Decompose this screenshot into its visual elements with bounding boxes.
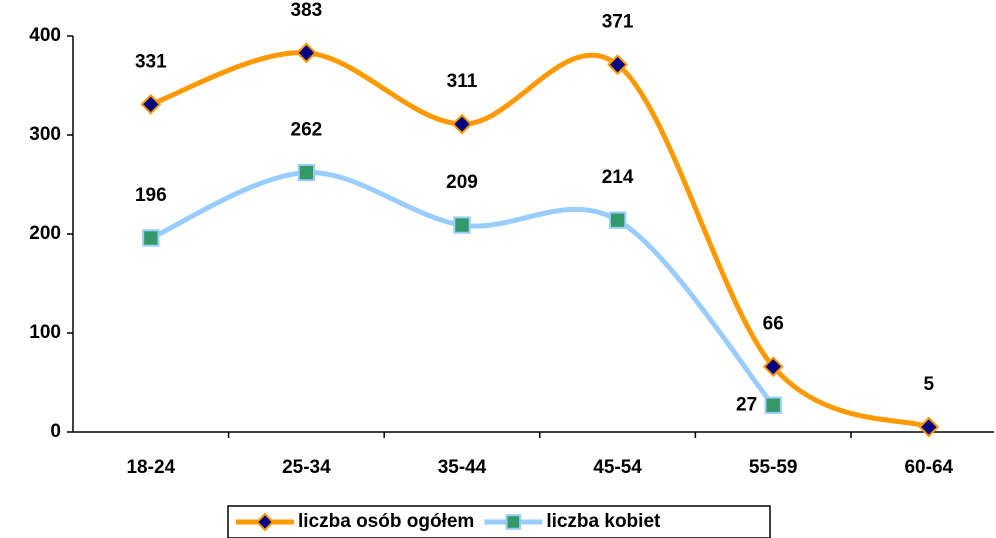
x-tick-label: 55-59: [749, 457, 798, 478]
marker: [142, 229, 160, 247]
marker: [297, 163, 316, 182]
marker: [255, 512, 275, 532]
y-tick-label: 400: [29, 25, 61, 46]
data-label: 66: [763, 314, 784, 335]
marker: [295, 42, 317, 64]
legend-label: liczba kobiet: [546, 511, 661, 532]
marker: [764, 396, 782, 414]
x-tick-label: 35-44: [438, 457, 487, 478]
y-tick-label: 100: [29, 322, 61, 343]
data-label: 383: [291, 0, 323, 21]
marker: [505, 514, 522, 530]
marker: [762, 356, 784, 378]
legend: liczba osób ogółem liczba kobiet: [227, 505, 771, 538]
marker: [607, 54, 629, 76]
data-label: 196: [135, 185, 167, 206]
x-tick-label: 45-54: [593, 457, 642, 478]
y-tick-label: 200: [29, 223, 61, 244]
data-label: 5: [924, 374, 935, 395]
series-line: [149, 50, 930, 430]
data-label: 311: [447, 71, 478, 92]
data-label: 331: [135, 51, 167, 72]
y-tick-label: 300: [29, 124, 61, 145]
x-tick-label: 18-24: [126, 457, 175, 478]
legend-label: liczba osób ogółem: [298, 511, 474, 532]
data-label: 262: [291, 120, 323, 141]
x-tick-label: 60-64: [904, 457, 953, 478]
data-label: 371: [602, 12, 634, 33]
marker: [140, 93, 162, 115]
data-label: 27: [736, 394, 757, 415]
data-label: 209: [446, 172, 478, 193]
marker: [918, 416, 940, 438]
data-label: 214: [602, 167, 634, 188]
y-tick-label: 0: [50, 421, 61, 442]
x-tick-label: 25-34: [282, 457, 331, 478]
marker: [608, 211, 627, 229]
series-line: [149, 170, 776, 407]
marker: [453, 216, 471, 234]
marker: [451, 113, 473, 135]
